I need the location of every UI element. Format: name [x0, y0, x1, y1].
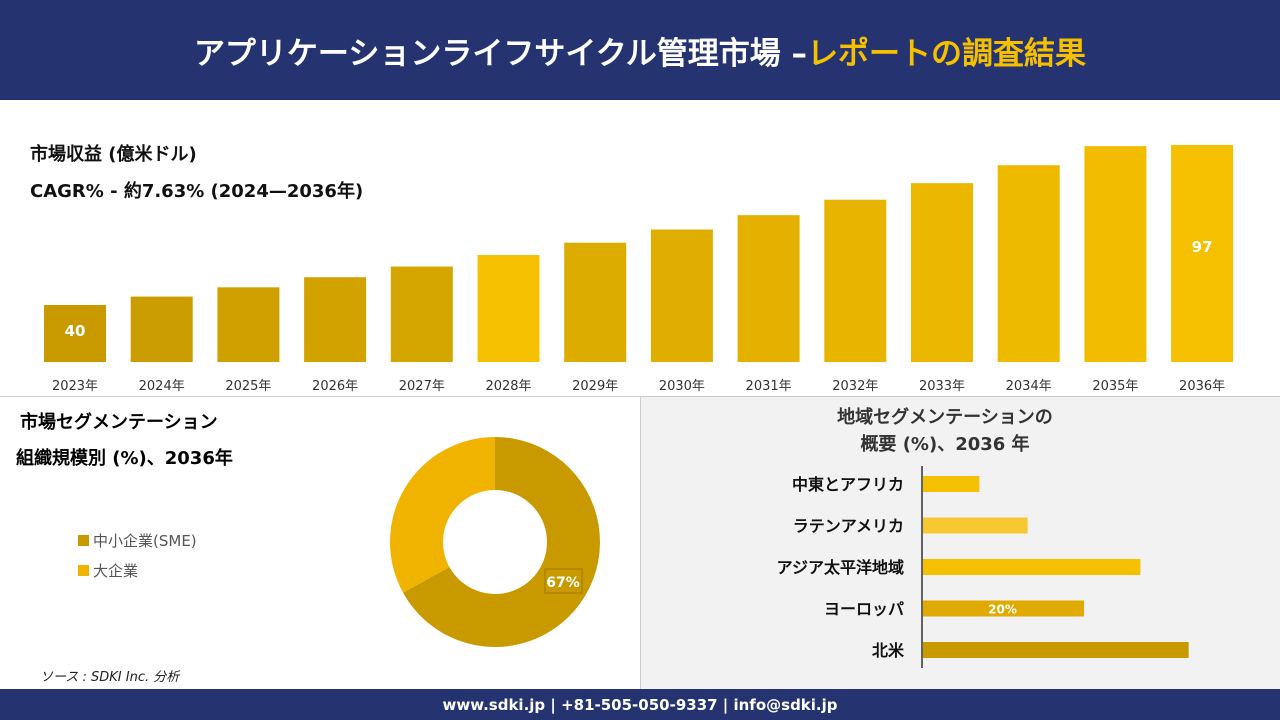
bar-2033年: [911, 183, 973, 362]
cagr-label: CAGR% - 約7.63% (2024—2036年): [30, 181, 364, 202]
data-label-box: [544, 568, 583, 594]
regional-title: 地域セグメンテーションの 概要 (%)、2036 年: [780, 404, 1110, 458]
bar-2036年: [1171, 145, 1234, 362]
footer-contact: www.sdki.jp | +81-505-050-9337 | info@sd…: [0, 689, 1280, 720]
x-tick-label: 2023年: [52, 379, 98, 394]
x-tick-label: 2027年: [399, 379, 445, 394]
bar-2031年: [737, 215, 800, 362]
x-tick-label: 2029年: [572, 379, 618, 394]
header-banner: アプリケーションライフサイクル管理市場 – レポートの調査結果: [0, 0, 1280, 100]
legend-item-sme: 中小企業(SME): [78, 530, 197, 551]
title-main: アプリケーションライフサイクル管理市場 –: [193, 35, 808, 72]
regional-panel: [640, 397, 1280, 689]
data-label: 67%: [546, 575, 580, 591]
bar-2029年: [564, 242, 627, 362]
bar-2035年: [1084, 146, 1147, 362]
x-tick-label: 2031年: [746, 379, 792, 394]
bar-2023年: [44, 305, 106, 362]
legend-swatch: [78, 535, 89, 546]
data-label: 97: [1192, 238, 1213, 256]
bar-2026年: [304, 277, 367, 362]
x-tick-label: 2024年: [139, 379, 185, 394]
divider: [0, 396, 1280, 397]
regional-title-line1: 地域セグメンテーションの: [837, 407, 1053, 428]
regional-title-line2: 概要 (%)、2036 年: [860, 434, 1030, 455]
revenue-bar-chart: 2023年 40 2024年 2025年 2026年 2027年 2028年 2029年 203…: [44, 145, 1234, 394]
legend-label: 中小企業(SME): [93, 532, 197, 550]
x-tick-label: 2033年: [919, 379, 965, 394]
donut-slice-0: [402, 437, 600, 648]
bar-2027年: [390, 266, 453, 362]
segmentation-title: 市場セグメンテーション: [20, 412, 218, 433]
bar-2032年: [824, 199, 887, 362]
title-highlight: レポートの調査結果: [807, 35, 1087, 72]
legend-label: 大企業: [93, 562, 139, 580]
segmentation-subtitle: 組織規模別 (%)、2036年: [16, 448, 233, 469]
x-tick-label: 2030年: [659, 379, 705, 394]
bar-2030年: [650, 229, 713, 362]
x-tick-label: 2025年: [225, 379, 271, 394]
x-tick-label: 2026年: [312, 379, 358, 394]
legend-item-large: 大企業: [78, 560, 138, 581]
x-tick-label: 2036年: [1179, 379, 1225, 394]
bar-2024年: [130, 296, 193, 362]
donut-slice-1: [390, 437, 495, 593]
x-tick-label: 2032年: [832, 379, 878, 394]
x-tick-label: 2034年: [1006, 379, 1052, 394]
bar-2028年: [477, 255, 540, 362]
x-tick-label: 2035年: [1092, 379, 1138, 394]
bar-2034年: [997, 165, 1060, 362]
bar-2025年: [217, 287, 280, 362]
legend-swatch: [78, 565, 89, 576]
revenue-title: 市場収益 (億米ドル): [30, 144, 197, 165]
data-label: 40: [65, 322, 86, 340]
x-tick-label: 2028年: [485, 379, 531, 394]
source-note: ソース : SDKI Inc. 分析: [40, 670, 180, 685]
